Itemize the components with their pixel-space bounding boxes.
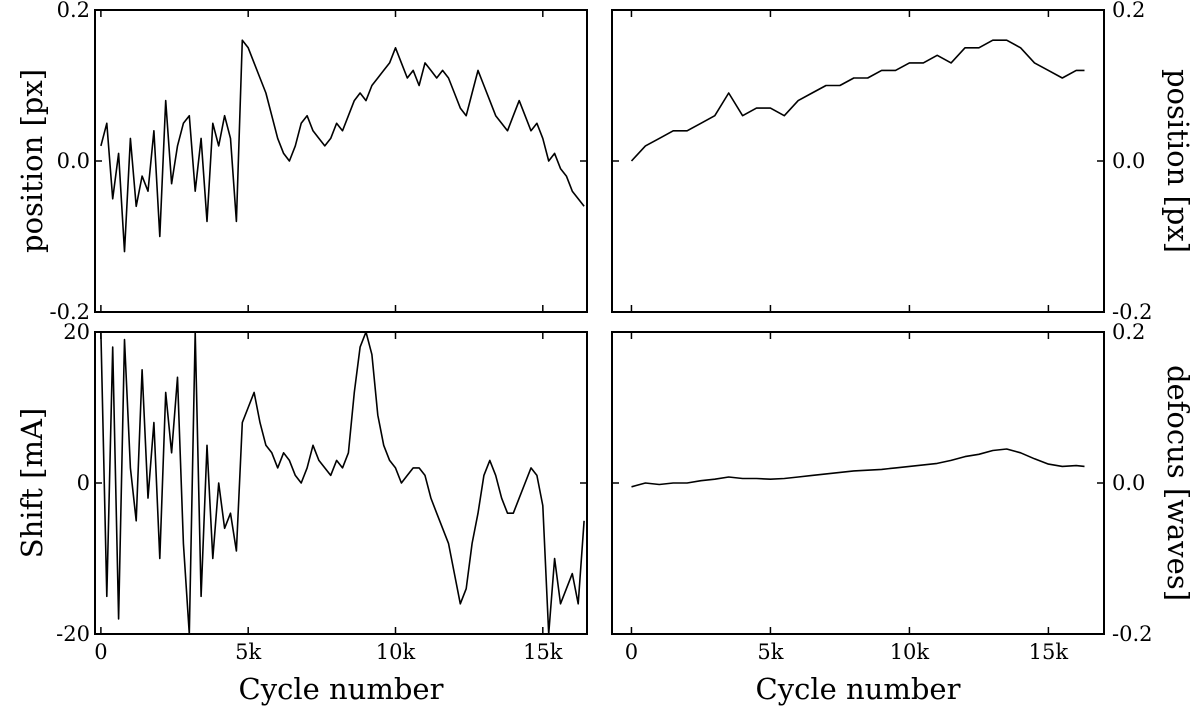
y-tick-label: 0.0 [1112,471,1145,495]
y-tick-label: -20 [56,622,90,646]
y-tick-label: -0.2 [1112,622,1153,646]
x-axis-label: Cycle number [756,672,961,706]
plot-frame [94,331,588,635]
x-tick-label: 5k [235,640,261,664]
y-tick-label: -0.2 [1112,300,1153,324]
x-tick-label: 0 [625,640,638,664]
panel-top-left: -0.2 0.0 0.2 position [px] [15,0,588,324]
y-axis-label: position [px] [15,69,49,253]
y-tick-label: 20 [63,320,90,344]
panel-bottom-right: -0.2 0.0 0.2 0 5k 10k 15k defocus [waves] Cycle … [611,320,1195,706]
y-tick-label: 0.2 [1112,320,1145,344]
x-axis-label: Cycle number [239,672,444,706]
series-line-0 [630,39,1085,162]
x-tick-label: 5k [757,640,783,664]
y-tick-label: 0.2 [57,0,90,22]
x-tick-label: 15k [1029,640,1069,664]
x-tick-label: 10k [376,640,416,664]
series-line-0 [631,448,1085,488]
series-line-0 [100,39,585,253]
y-tick-label: 0.0 [1112,149,1145,173]
series-line-0 [100,332,585,634]
y-axis-label: Shift [mA] [15,408,49,559]
plot-frame [611,9,1105,313]
plot-frame [94,9,588,313]
panel-top-right: -0.2 0.0 0.2 position [px] [611,0,1195,324]
x-tick-label: 10k [890,640,930,664]
x-tick-label: 0 [94,640,107,664]
y-axis-label: position [px] [1161,69,1195,253]
y-tick-label: -0.2 [50,300,91,324]
y-tick-label: 0.0 [57,149,90,173]
y-tick-label: 0.2 [1112,0,1145,22]
y-tick-label: 0 [77,471,90,495]
x-tick-label: 15k [523,640,563,664]
y-axis-label: defocus [waves] [1161,365,1195,601]
